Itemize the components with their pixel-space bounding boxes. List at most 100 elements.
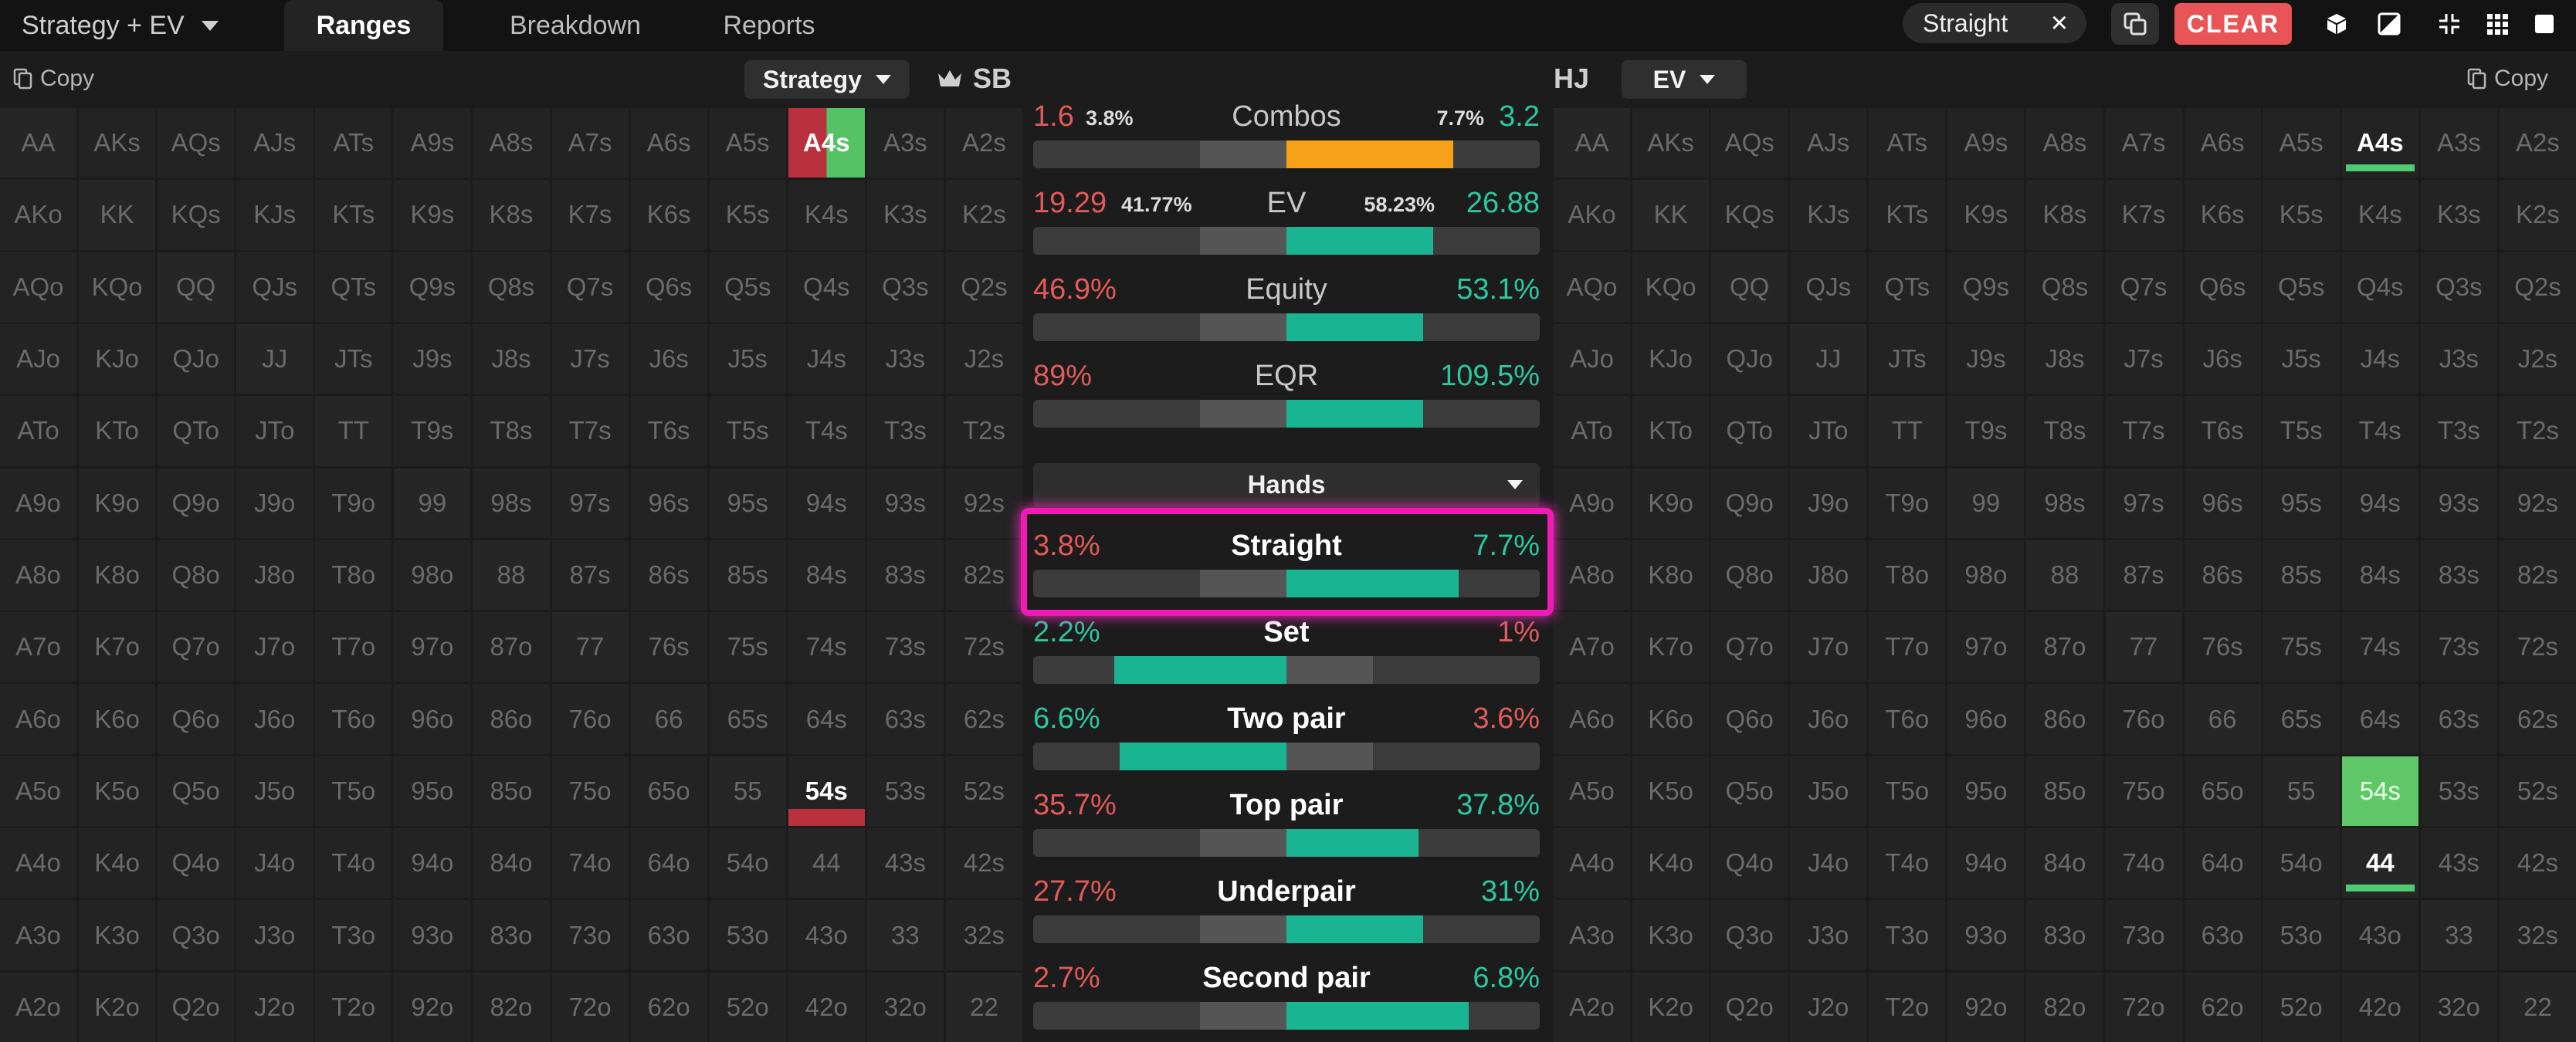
right-hand-cell-AJo[interactable]: AJo [1554, 323, 1631, 394]
tab-breakdown[interactable]: Breakdown [463, 0, 687, 51]
left-hand-cell-AKs[interactable]: AKs [79, 108, 156, 178]
left-hand-cell-93o[interactable]: 93o [394, 900, 471, 970]
right-hand-cell-Q7o[interactable]: Q7o [1711, 612, 1788, 682]
right-hand-cell-84o[interactable]: 84o [2026, 828, 2103, 898]
left-hand-cell-32o[interactable]: 32o [866, 972, 944, 1042]
right-hand-cell-65o[interactable]: 65o [2184, 756, 2261, 827]
right-hand-cell-T3s[interactable]: T3s [2420, 396, 2497, 466]
right-hand-cell-76o[interactable]: 76o [2105, 684, 2182, 754]
left-hand-cell-QTo[interactable]: QTo [158, 396, 235, 466]
right-hand-cell-32o[interactable]: 32o [2420, 972, 2497, 1042]
right-hand-cell-A9s[interactable]: A9s [1947, 108, 2025, 178]
left-hand-cell-72s[interactable]: 72s [945, 612, 1022, 682]
left-hand-cell-KTo[interactable]: KTo [79, 396, 156, 466]
right-hand-cell-T7o[interactable]: T7o [1869, 612, 1946, 682]
hand-category-row[interactable]: 6.6% Two pair 3.6% [1033, 702, 1540, 772]
left-hand-cell-A9o[interactable]: A9o [0, 468, 77, 538]
right-hand-cell-QJs[interactable]: QJs [1790, 252, 1867, 322]
right-hand-cell-A2o[interactable]: A2o [1554, 972, 1631, 1042]
right-hand-cell-KK[interactable]: KK [1632, 180, 1710, 250]
right-hand-cell-K8s[interactable]: K8s [2026, 180, 2103, 250]
right-hand-cell-Q5s[interactable]: Q5s [2262, 252, 2340, 322]
right-hand-cell-66[interactable]: 66 [2184, 684, 2261, 754]
left-hand-cell-T6s[interactable]: T6s [630, 396, 707, 466]
single-view-button[interactable] [2525, 3, 2564, 45]
right-hand-cell-85s[interactable]: 85s [2262, 540, 2340, 611]
right-hand-cell-AQo[interactable]: AQo [1554, 252, 1631, 322]
right-hand-cell-53o[interactable]: 53o [2262, 900, 2340, 970]
left-hand-cell-97o[interactable]: 97o [394, 612, 471, 682]
left-hand-cell-K7s[interactable]: K7s [551, 180, 629, 250]
left-hand-cell-94s[interactable]: 94s [788, 468, 865, 538]
left-hand-cell-88[interactable]: 88 [473, 540, 550, 611]
right-hand-cell-Q3s[interactable]: Q3s [2420, 252, 2497, 322]
clear-button[interactable]: CLEAR [2174, 3, 2292, 45]
right-hand-cell-82o[interactable]: 82o [2026, 972, 2103, 1042]
right-hand-cell-92s[interactable]: 92s [2499, 468, 2576, 538]
left-hand-cell-J9s[interactable]: J9s [394, 323, 471, 394]
right-hand-cell-Q2o[interactable]: Q2o [1711, 972, 1788, 1042]
left-hand-cell-82s[interactable]: 82s [945, 540, 1022, 611]
right-hand-cell-62o[interactable]: 62o [2184, 972, 2261, 1042]
right-hand-cell-QTo[interactable]: QTo [1711, 396, 1788, 466]
right-hand-cell-Q8o[interactable]: Q8o [1711, 540, 1788, 611]
hands-dropdown[interactable]: Hands [1033, 463, 1540, 506]
left-hand-cell-Q6s[interactable]: Q6s [630, 252, 707, 322]
left-hand-cell-AJo[interactable]: AJo [0, 323, 77, 394]
left-hand-cell-K3s[interactable]: K3s [866, 180, 944, 250]
left-hand-cell-T8s[interactable]: T8s [473, 396, 550, 466]
left-hand-cell-T8o[interactable]: T8o [315, 540, 392, 611]
right-hand-cell-KJo[interactable]: KJo [1632, 323, 1710, 394]
left-hand-cell-Q3o[interactable]: Q3o [158, 900, 235, 970]
right-hand-cell-J6o[interactable]: J6o [1790, 684, 1867, 754]
right-hand-cell-Q5o[interactable]: Q5o [1711, 756, 1788, 827]
left-hand-cell-44[interactable]: 44 [788, 828, 865, 898]
right-hand-cell-64s[interactable]: 64s [2341, 684, 2418, 754]
left-hand-cell-95o[interactable]: 95o [394, 756, 471, 827]
right-hand-cell-73o[interactable]: 73o [2105, 900, 2182, 970]
left-hand-cell-Q9s[interactable]: Q9s [394, 252, 471, 322]
right-hand-cell-76s[interactable]: 76s [2184, 612, 2261, 682]
right-hand-cell-QJo[interactable]: QJo [1711, 323, 1788, 394]
left-hand-cell-77[interactable]: 77 [551, 612, 629, 682]
right-hand-cell-T4o[interactable]: T4o [1869, 828, 1946, 898]
left-hand-cell-Q8s[interactable]: Q8s [473, 252, 550, 322]
hand-category-row[interactable]: 3.8% Straight 7.7% [1033, 529, 1540, 599]
right-hand-cell-K8o[interactable]: K8o [1632, 540, 1710, 611]
hand-category-row[interactable]: 27.7% Underpair 31% [1033, 875, 1540, 945]
right-hand-cell-72s[interactable]: 72s [2499, 612, 2576, 682]
right-hand-cell-98o[interactable]: 98o [1947, 540, 2025, 611]
right-hand-cell-T8s[interactable]: T8s [2026, 396, 2103, 466]
right-hand-cell-53s[interactable]: 53s [2420, 756, 2497, 827]
left-hand-cell-J5s[interactable]: J5s [709, 323, 786, 394]
left-hand-cell-K2s[interactable]: K2s [945, 180, 1022, 250]
left-hand-cell-TT[interactable]: TT [315, 396, 392, 466]
right-hand-cell-K6o[interactable]: K6o [1632, 684, 1710, 754]
left-hand-cell-A3s[interactable]: A3s [866, 108, 944, 178]
left-hand-cell-K7o[interactable]: K7o [79, 612, 156, 682]
left-hand-cell-76o[interactable]: 76o [551, 684, 629, 754]
left-hand-cell-Q3s[interactable]: Q3s [866, 252, 944, 322]
left-hand-cell-J8s[interactable]: J8s [473, 323, 550, 394]
right-hand-cell-Q3o[interactable]: Q3o [1711, 900, 1788, 970]
right-hand-cell-43s[interactable]: 43s [2420, 828, 2497, 898]
right-hand-cell-32s[interactable]: 32s [2499, 900, 2576, 970]
left-hand-cell-Q4o[interactable]: Q4o [158, 828, 235, 898]
left-hand-cell-Q7s[interactable]: Q7s [551, 252, 629, 322]
left-hand-cell-KQo[interactable]: KQo [79, 252, 156, 322]
left-hand-cell-A8s[interactable]: A8s [473, 108, 550, 178]
left-hand-cell-54s[interactable]: 54s [788, 756, 865, 827]
left-hand-cell-84s[interactable]: 84s [788, 540, 865, 611]
left-hand-cell-AQo[interactable]: AQo [0, 252, 77, 322]
left-hand-cell-94o[interactable]: 94o [394, 828, 471, 898]
right-hand-cell-82s[interactable]: 82s [2499, 540, 2576, 611]
right-hand-cell-J3s[interactable]: J3s [2420, 323, 2497, 394]
right-hand-cell-87o[interactable]: 87o [2026, 612, 2103, 682]
right-hand-cell-63s[interactable]: 63s [2420, 684, 2497, 754]
left-hand-cell-T5s[interactable]: T5s [709, 396, 786, 466]
right-hand-cell-TT[interactable]: TT [1869, 396, 1946, 466]
right-hand-cell-A8o[interactable]: A8o [1554, 540, 1631, 611]
right-hand-cell-K7o[interactable]: K7o [1632, 612, 1710, 682]
right-hand-cell-T6o[interactable]: T6o [1869, 684, 1946, 754]
right-hand-cell-A4s[interactable]: A4s [2341, 108, 2418, 178]
